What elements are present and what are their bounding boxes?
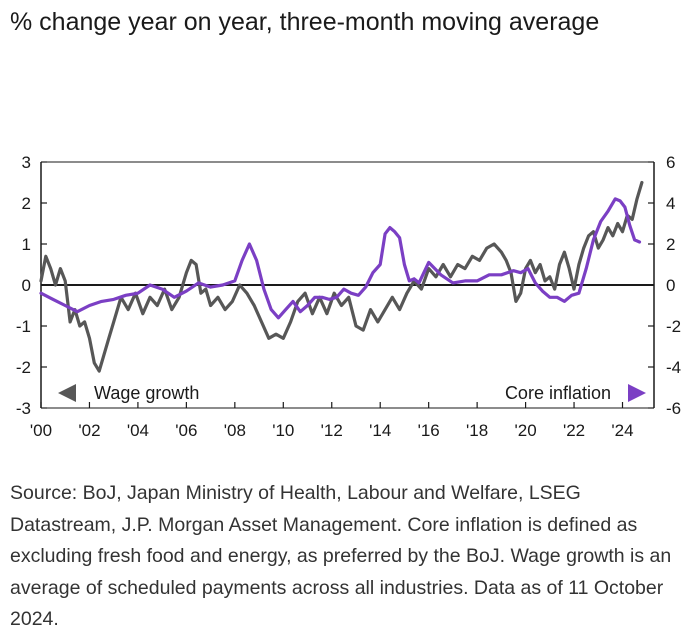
x-tick-label: '24	[611, 421, 633, 440]
core-legend-arrow-icon	[628, 384, 646, 402]
x-tick-label: '16	[418, 421, 440, 440]
x-tick-label: '20	[515, 421, 537, 440]
x-tick-label: '08	[224, 421, 246, 440]
left-tick-label: 3	[22, 153, 31, 172]
left-tick-label: -1	[16, 317, 31, 336]
chart-canvas: 3 2 1 0 -1 -2 -3 6 4 2 0 -2 -4 -6 '00 '02 '04 '06 '08 '10 '1…	[16, 153, 681, 440]
right-tick-label: 4	[666, 194, 675, 213]
right-tick-label: 0	[666, 276, 675, 295]
left-tick-label: 1	[22, 235, 31, 254]
left-tick-label: 2	[22, 194, 31, 213]
x-tick-label: '02	[78, 421, 100, 440]
right-tick-label: -6	[666, 399, 681, 418]
x-tick-label: '10	[272, 421, 294, 440]
core-inflation-line	[39, 197, 642, 320]
x-tick-label: '00	[30, 421, 52, 440]
x-tick-label: '12	[321, 421, 343, 440]
legend-wage-growth: Wage growth	[94, 383, 199, 403]
x-tick-label: '04	[127, 421, 149, 440]
right-tick-label: -4	[666, 358, 681, 377]
right-tick-label: -2	[666, 317, 681, 336]
right-tick-label: 2	[666, 235, 675, 254]
x-tick-label: '22	[563, 421, 585, 440]
right-tick-label: 6	[666, 153, 675, 172]
x-tick-label: '14	[369, 421, 391, 440]
x-tick-label: '18	[466, 421, 488, 440]
chart-title: % change year on year, three-month movin…	[10, 8, 600, 36]
left-tick-label: -3	[16, 399, 31, 418]
wage-legend-arrow-icon	[58, 384, 76, 402]
x-tick-label: '06	[175, 421, 197, 440]
wage-growth-line	[39, 180, 644, 373]
legend-core-inflation: Core inflation	[505, 383, 611, 403]
left-tick-label: -2	[16, 358, 31, 377]
left-tick-label: 0	[22, 276, 31, 295]
source-note: Source: BoJ, Japan Ministry of Health, L…	[10, 482, 672, 630]
